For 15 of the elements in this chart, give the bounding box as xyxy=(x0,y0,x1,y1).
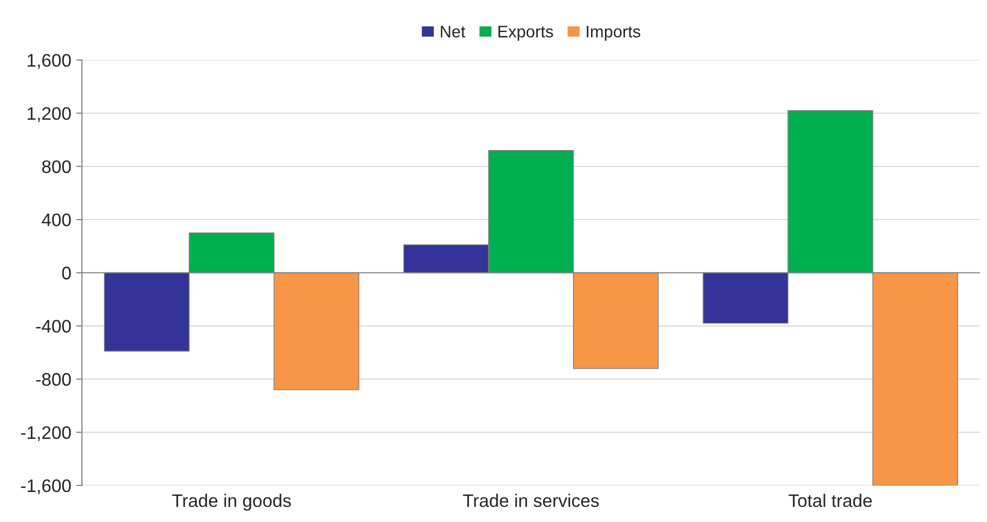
x-tick-label: Trade in services xyxy=(463,494,599,508)
x-tick-label: Total trade xyxy=(788,494,872,508)
y-tick-label: 400 xyxy=(42,214,71,226)
y-tick-label: -1,600 xyxy=(21,479,71,494)
legend-label: Net xyxy=(440,26,466,38)
x-tick-label: Trade in goods xyxy=(172,494,291,511)
y-tick-label: 1,600 xyxy=(28,54,71,69)
legend-label: Imports xyxy=(586,26,640,41)
y-tick-label: -800 xyxy=(36,373,71,386)
y-tick-label: -400 xyxy=(36,320,71,333)
y-tick-label: -1,200 xyxy=(21,426,71,442)
legend-label: Exports xyxy=(498,26,554,41)
y-tick-label: 1,200 xyxy=(28,107,71,122)
y-tick-label: 0 xyxy=(62,266,71,280)
y-tick-label: 800 xyxy=(42,160,71,174)
